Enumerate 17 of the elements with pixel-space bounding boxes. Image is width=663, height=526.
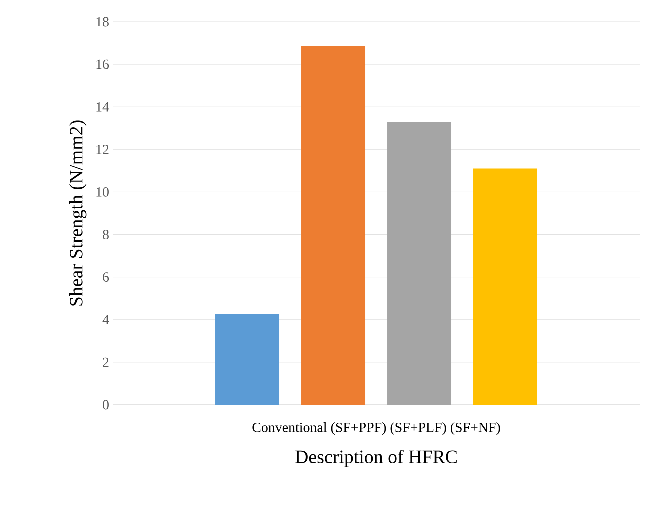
x-tick-label: Conventional (SF+PPF) (SF+PLF) (SF+NF): [252, 422, 500, 436]
y-tick-label: 8: [103, 230, 109, 240]
y-tick-label: 0: [103, 400, 109, 410]
y-tick-label: 10: [96, 188, 109, 197]
x-axis-title: Description of HFRC: [296, 450, 457, 468]
y-tick-label: 12: [96, 145, 109, 154]
y-tick-label: 2: [103, 358, 109, 368]
y-axis-title: Shear Strength (N/mm2): [69, 120, 87, 306]
bar: [302, 46, 366, 405]
bar: [474, 168, 538, 405]
y-tick-label: 4: [102, 315, 110, 324]
y-tick-label: 14: [96, 102, 110, 112]
bar: [216, 314, 280, 405]
y-tick-label: 18: [96, 17, 109, 27]
bar: [388, 122, 452, 405]
y-tick-label: 16: [96, 60, 110, 70]
y-tick-label: 6: [103, 272, 110, 282]
